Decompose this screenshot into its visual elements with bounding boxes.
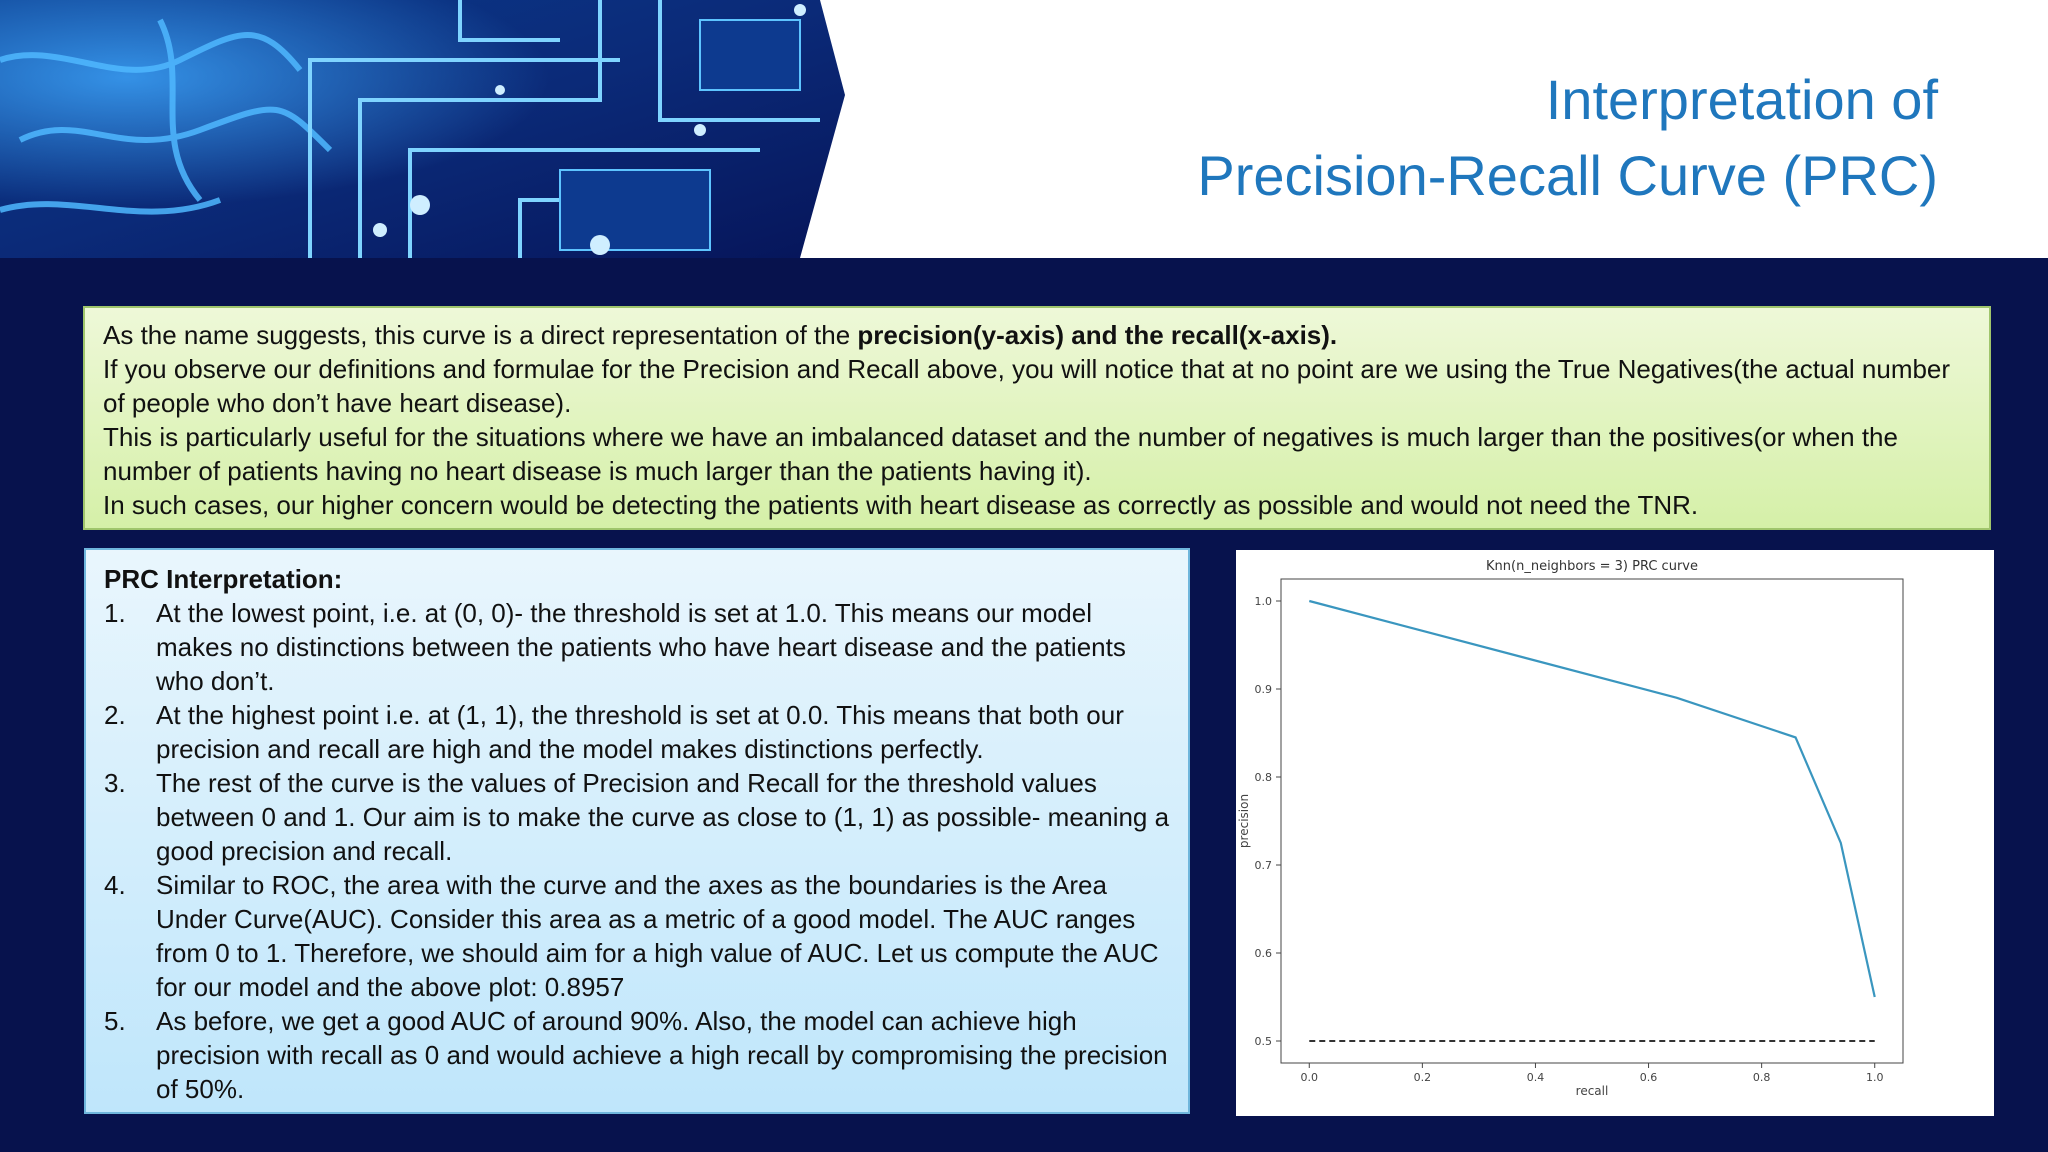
x-tick-label: 0.0 bbox=[1301, 1071, 1319, 1084]
intro-text-box: As the name suggests, this curve is a di… bbox=[83, 306, 1991, 530]
intro-paragraph-2: If you observe our definitions and formu… bbox=[103, 354, 1951, 418]
list-item-number: 2. bbox=[104, 700, 126, 730]
intro-paragraph-3: This is particularly useful for the situ… bbox=[103, 422, 1898, 486]
list-item-text: At the lowest point, i.e. at (0, 0)- the… bbox=[156, 598, 1126, 696]
prc-chart-panel: Knn(n_neighbors = 3) PRC curve 0.0 0.2 0.4 0… bbox=[1236, 550, 1994, 1116]
x-tick-label: 0.6 bbox=[1640, 1071, 1658, 1084]
y-tick-label: 0.9 bbox=[1255, 683, 1273, 696]
page-title-line2: Precision-Recall Curve (PRC) bbox=[1197, 144, 1938, 207]
list-item-number: 4. bbox=[104, 870, 126, 900]
x-tick-label: 1.0 bbox=[1866, 1071, 1884, 1084]
page-title-line1: Interpretation of bbox=[1545, 68, 1938, 131]
prc-heading: PRC Interpretation: bbox=[104, 564, 343, 594]
list-item-text: As before, we get a good AUC of around 9… bbox=[156, 1006, 1168, 1104]
list-item: 3. The rest of the curve is the values of… bbox=[104, 766, 1170, 868]
x-axis-label: recall bbox=[1576, 1084, 1609, 1098]
prc-list: 1. At the lowest point, i.e. at (0, 0)- t… bbox=[104, 596, 1170, 1106]
list-item-number: 3. bbox=[104, 768, 126, 798]
intro-paragraph-1-bold: precision(y-axis) and the recall(x-axis)… bbox=[857, 320, 1338, 350]
list-item-number: 1. bbox=[104, 598, 126, 628]
x-tick-label: 0.2 bbox=[1414, 1071, 1432, 1084]
intro-paragraph-4: In such cases, our higher concern would … bbox=[103, 490, 1699, 520]
prc-chart: Knn(n_neighbors = 3) PRC curve 0.0 0.2 0.4 0… bbox=[1237, 559, 1904, 1098]
list-item: 5. As before, we get a good AUC of around… bbox=[104, 1004, 1170, 1106]
intro-paragraph-1-text: As the name suggests, this curve is a di… bbox=[103, 320, 858, 350]
list-item: 2. At the highest point i.e. at (1, 1), t… bbox=[104, 698, 1170, 766]
list-item-text: At the highest point i.e. at (1, 1), the… bbox=[156, 700, 1124, 764]
y-axis-label: precision bbox=[1237, 794, 1251, 848]
x-tick-label: 0.8 bbox=[1753, 1071, 1771, 1084]
list-item-text: Similar to ROC, the area with the curve … bbox=[156, 870, 1159, 1002]
list-item: 4. Similar to ROC, the area with the curv… bbox=[104, 868, 1170, 1004]
chart-title: Knn(n_neighbors = 3) PRC curve bbox=[1486, 559, 1698, 574]
intro-paragraph-1: As the name suggests, this curve is a di… bbox=[103, 318, 1971, 352]
prc-curve-line bbox=[1308, 599, 1876, 998]
prc-interpretation-box: PRC Interpretation: 1. At the lowest poin… bbox=[84, 548, 1190, 1114]
y-tick-label: 0.5 bbox=[1255, 1035, 1273, 1048]
y-tick-label: 1.0 bbox=[1255, 595, 1273, 608]
list-item-number: 5. bbox=[104, 1006, 126, 1036]
list-item-text: The rest of the curve is the values of P… bbox=[156, 768, 1170, 866]
y-tick-label: 0.7 bbox=[1255, 859, 1273, 872]
y-tick-label: 0.8 bbox=[1255, 771, 1273, 784]
y-tick-label: 0.6 bbox=[1255, 947, 1273, 960]
list-item: 1. At the lowest point, i.e. at (0, 0)- t… bbox=[104, 596, 1170, 698]
page-title: Interpretation of Precision-Recall Curve… bbox=[938, 62, 1938, 214]
circuit-brain-banner bbox=[0, 0, 845, 258]
header-divider-band bbox=[0, 258, 2048, 288]
plot-frame bbox=[1280, 578, 1904, 1064]
x-tick-label: 0.4 bbox=[1527, 1071, 1545, 1084]
